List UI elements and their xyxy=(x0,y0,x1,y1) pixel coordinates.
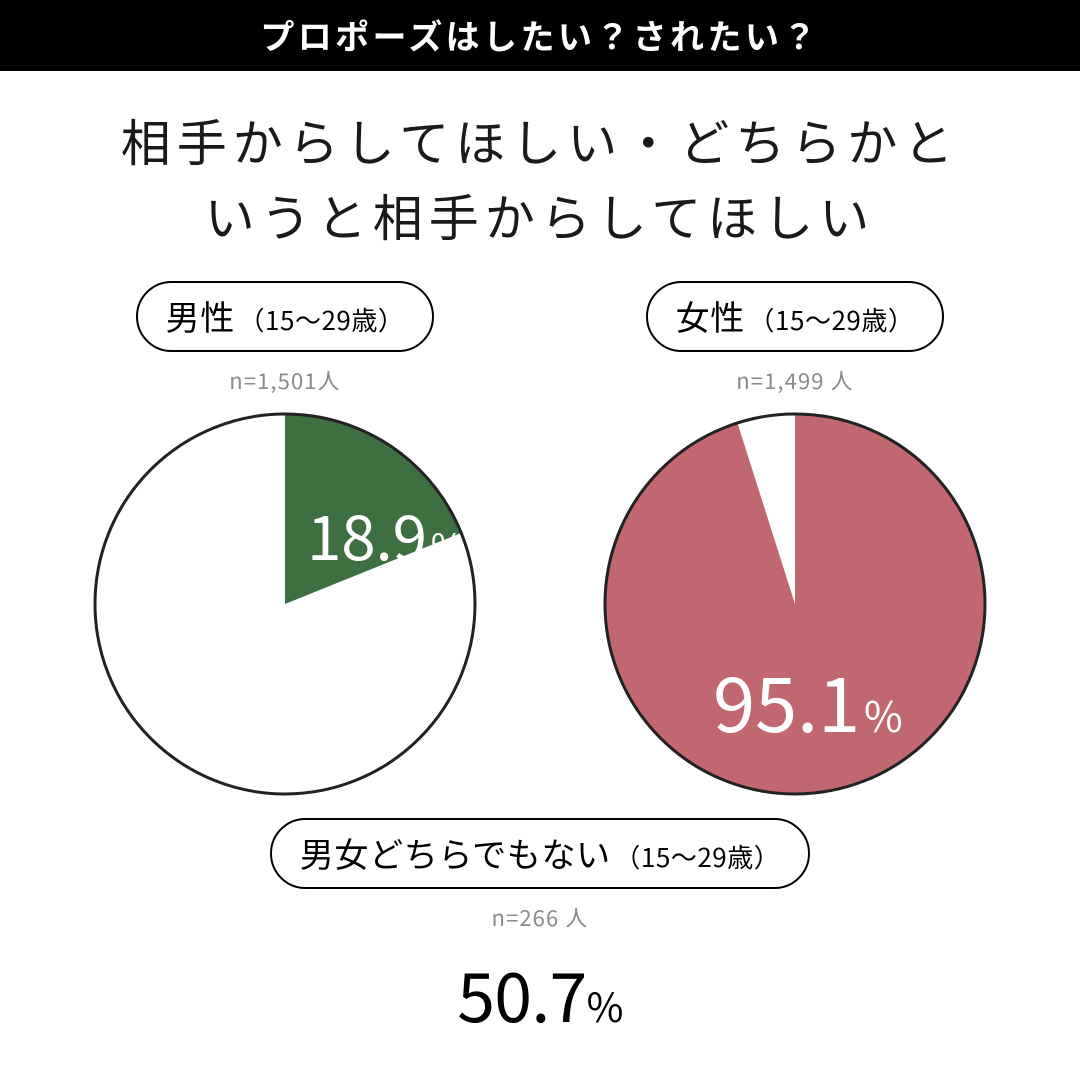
neutral-percent: 50.7% xyxy=(457,943,623,1042)
header-bar: プロポーズはしたい？されたい？ xyxy=(0,0,1080,71)
male-percent-label: 18.9% xyxy=(307,488,464,578)
neutral-percent-value: 50.7 xyxy=(457,943,586,1042)
main-title-line2: いうと相手からしてほしい xyxy=(205,179,876,251)
female-percent-label: 95.1% xyxy=(713,644,903,754)
male-label: 男性 xyxy=(166,291,235,340)
charts-row: 男性 （15〜29歳） n=1,501人 18.9% 女性 （15〜29歳） n… xyxy=(0,281,1080,804)
female-n: n=1,499 人 xyxy=(736,364,853,396)
female-percent-value: 95.1 xyxy=(713,644,860,754)
header-title: プロポーズはしたい？されたい？ xyxy=(260,10,819,59)
neutral-n: n=266 人 xyxy=(492,901,589,933)
percent-unit: % xyxy=(431,519,464,571)
male-pill: 男性 （15〜29歳） xyxy=(136,281,435,352)
female-pill: 女性 （15〜29歳） xyxy=(646,281,945,352)
main-title: 相手からしてほしい・どちらかと いうと相手からしてほしい xyxy=(40,103,1040,253)
main-title-line1: 相手からしてほしい・どちらかと xyxy=(121,104,960,176)
neutral-pill: 男女どちらでもない （15〜29歳） xyxy=(270,818,811,889)
female-label: 女性 xyxy=(676,291,745,340)
neutral-block: 男女どちらでもない （15〜29歳） n=266 人 50.7% xyxy=(0,818,1080,1042)
male-percent-value: 18.9 xyxy=(307,488,427,578)
percent-unit: % xyxy=(864,684,903,745)
male-age: （15〜29歳） xyxy=(239,301,405,338)
male-pie-svg xyxy=(85,404,485,804)
neutral-label: 男女どちらでもない xyxy=(300,828,611,877)
male-n: n=1,501人 xyxy=(229,364,340,396)
neutral-age: （15〜29歳） xyxy=(614,838,780,875)
percent-unit: % xyxy=(587,976,623,1034)
male-column: 男性 （15〜29歳） n=1,501人 18.9% xyxy=(40,281,530,804)
female-age: （15〜29歳） xyxy=(749,301,915,338)
male-pie: 18.9% xyxy=(85,404,485,804)
female-column: 女性 （15〜29歳） n=1,499 人 95.1% xyxy=(550,281,1040,804)
female-pie: 95.1% xyxy=(595,404,995,804)
